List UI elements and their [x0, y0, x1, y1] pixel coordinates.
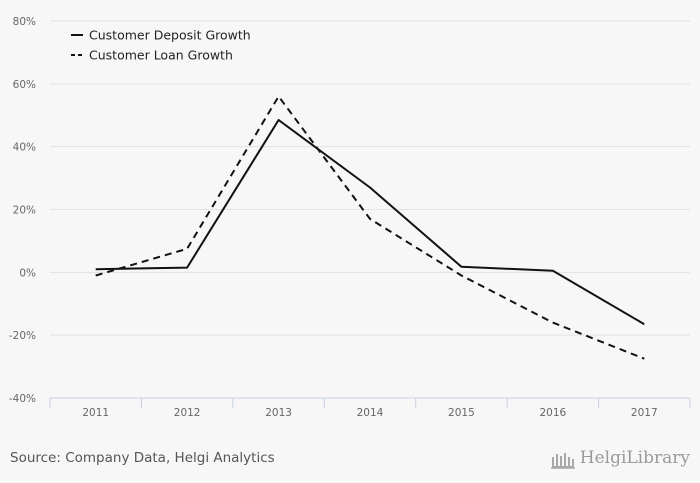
- x-tick-label: 2013: [265, 407, 292, 419]
- legend: Customer Deposit Growth Customer Loan Gro…: [71, 28, 251, 63]
- brand-name: HelgiLibrary: [579, 448, 690, 468]
- x-tick-label: 2017: [631, 407, 658, 419]
- x-tick-label: 2015: [448, 407, 475, 419]
- x-tick-label: 2014: [357, 407, 384, 419]
- y-axis-labels: -40% -20% 0% 20% 40% 60% 80%: [9, 16, 36, 405]
- y-tick-label: -40%: [9, 393, 36, 405]
- y-tick-label: 60%: [13, 79, 36, 91]
- series-line-customer-deposit-growth[interactable]: [95, 119, 645, 326]
- x-tick-label: 2011: [82, 407, 109, 419]
- x-tick-label: 2016: [539, 407, 566, 419]
- library-building-icon: [550, 453, 575, 469]
- series-line-customer-loan-growth[interactable]: [95, 95, 645, 360]
- x-tick-label: 2012: [174, 407, 201, 419]
- y-tick-label: 80%: [13, 16, 36, 28]
- source-note: Source: Company Data, Helgi Analytics: [10, 450, 275, 466]
- line-chart: -40%-20%0%20%40%60%80% 2011 2012 2013 2014 2…: [9, 16, 691, 419]
- y-tick-label: 20%: [13, 205, 36, 217]
- y-tick-label: 0%: [19, 267, 36, 279]
- legend-label: Customer Loan Growth: [89, 48, 233, 63]
- x-axis-labels: 2011 2012 2013 2014 2015 2016 2017: [82, 407, 657, 419]
- legend-label: Customer Deposit Growth: [89, 28, 251, 43]
- legend-item[interactable]: Customer Loan Growth: [71, 48, 233, 63]
- y-tick-label: -20%: [9, 330, 36, 342]
- footer: Source: Company Data, Helgi Analytics He…: [0, 441, 700, 483]
- series-lines: [95, 95, 645, 360]
- legend-item[interactable]: Customer Deposit Growth: [71, 28, 251, 43]
- brand-logo-link[interactable]: HelgiLibrary: [550, 447, 690, 469]
- x-axis: [49, 397, 691, 408]
- grid-lines: [50, 20, 690, 336]
- y-tick-label: 40%: [13, 142, 36, 154]
